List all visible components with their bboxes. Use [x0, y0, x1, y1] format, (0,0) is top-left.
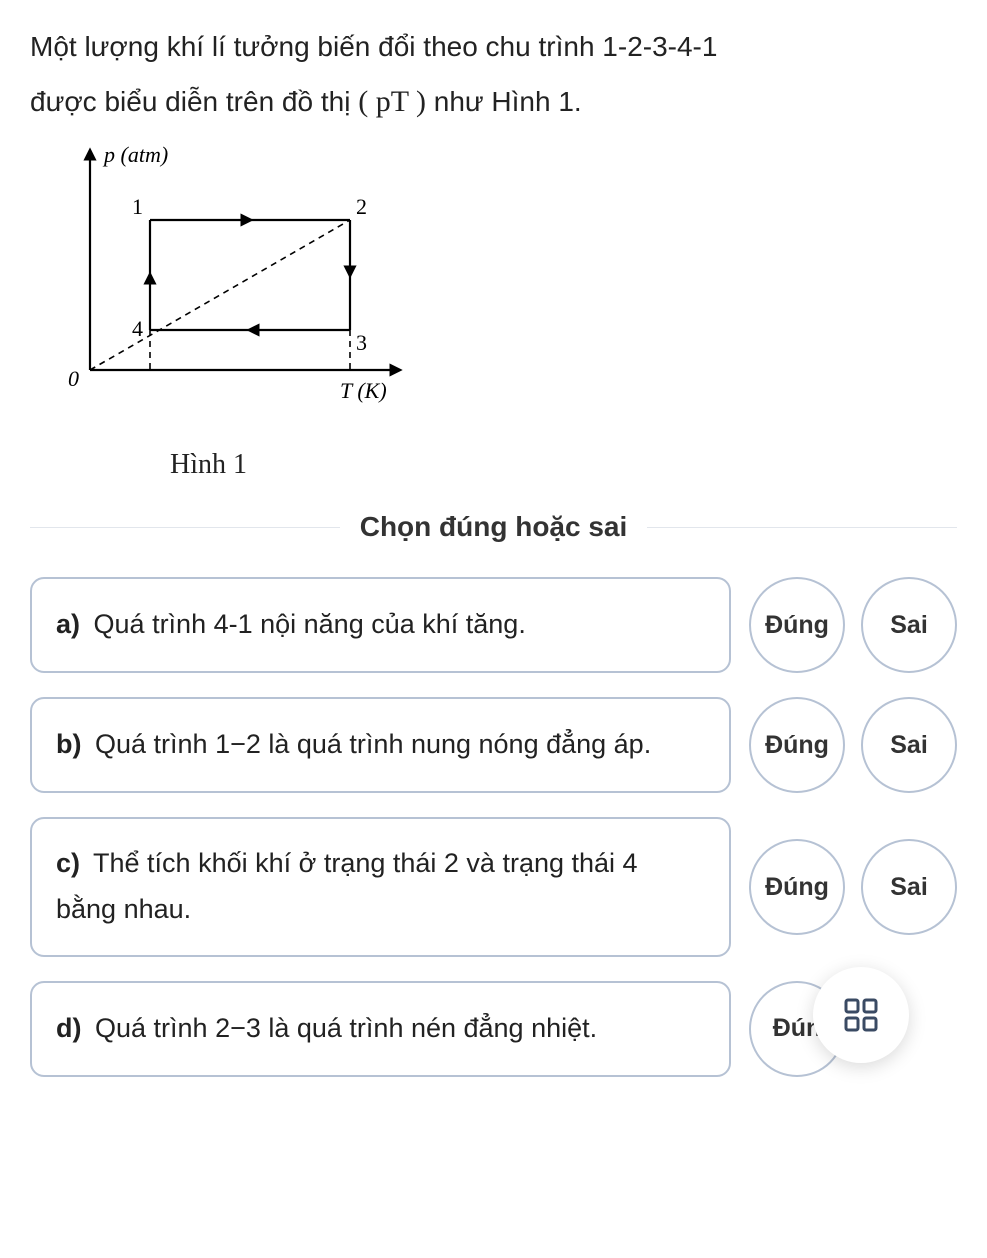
pt-diagram: p (atm) T (K) 0 1 2 3 4 Hình 1 [50, 140, 957, 481]
question-box-a: a) Quá trình 4-1 nội năng của khí tăng. [30, 577, 731, 673]
divider-line-right [647, 527, 957, 528]
question-box-b: b) Quá trình 1−2 là quá trình nung nóng … [30, 697, 731, 793]
grid-icon [842, 996, 880, 1034]
svg-text:4: 4 [132, 316, 143, 341]
true-button-b[interactable]: Đúng [749, 697, 845, 793]
question-label-d: d) [56, 1013, 81, 1043]
true-button-c[interactable]: Đúng [749, 839, 845, 935]
svg-text:2: 2 [356, 194, 367, 219]
problem-line2-post: như Hình 1. [434, 86, 582, 117]
diagram-caption: Hình 1 [170, 449, 957, 481]
svg-text:p (atm): p (atm) [102, 142, 168, 167]
section-divider: Chọn đúng hoặc sai [30, 511, 957, 543]
question-text-d: Quá trình 2−3 là quá trình nén đẳng nhiệ… [95, 1013, 597, 1043]
divider-line-left [30, 527, 340, 528]
problem-line1: Một lượng khí lí tưởng biến đổi theo chu… [30, 31, 717, 62]
false-button-a[interactable]: Sai [861, 577, 957, 673]
svg-text:3: 3 [356, 330, 367, 355]
problem-statement: Một lượng khí lí tưởng biến đổi theo chu… [30, 20, 957, 130]
svg-text:1: 1 [132, 194, 143, 219]
problem-formula: ( pT ) [358, 85, 426, 118]
question-row-b: b) Quá trình 1−2 là quá trình nung nóng … [30, 697, 957, 793]
grid-menu-button[interactable] [813, 967, 909, 1063]
problem-line2-pre: được biểu diễn trên đồ thị [30, 86, 358, 117]
question-row-c: c) Thể tích khối khí ở trạng thái 2 và t… [30, 817, 957, 957]
question-text-c: Thể tích khối khí ở trạng thái 2 và trạn… [56, 848, 638, 924]
question-text-a: Quá trình 4-1 nội năng của khí tăng. [94, 609, 526, 639]
answer-buttons-c: Đúng Sai [749, 817, 957, 957]
question-box-d: d) Quá trình 2−3 là quá trình nén đẳng n… [30, 981, 731, 1077]
question-box-c: c) Thể tích khối khí ở trạng thái 2 và t… [30, 817, 731, 957]
svg-text:T (K): T (K) [340, 378, 387, 403]
question-text-b: Quá trình 1−2 là quá trình nung nóng đẳn… [95, 729, 651, 759]
answer-buttons-b: Đúng Sai [749, 697, 957, 793]
pt-diagram-svg: p (atm) T (K) 0 1 2 3 4 [50, 140, 410, 440]
section-title: Chọn đúng hoặc sai [340, 511, 648, 543]
question-row-d: d) Quá trình 2−3 là quá trình nén đẳng n… [30, 981, 957, 1077]
question-row-a: a) Quá trình 4-1 nội năng của khí tăng. … [30, 577, 957, 673]
false-button-b[interactable]: Sai [861, 697, 957, 793]
question-label-b: b) [56, 729, 81, 759]
question-label-a: a) [56, 609, 80, 639]
false-button-c[interactable]: Sai [861, 839, 957, 935]
svg-text:0: 0 [68, 366, 79, 391]
question-label-c: c) [56, 848, 80, 878]
answer-buttons-a: Đúng Sai [749, 577, 957, 673]
true-button-a[interactable]: Đúng [749, 577, 845, 673]
